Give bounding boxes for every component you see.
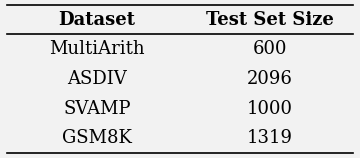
Text: MultiArith: MultiArith	[49, 40, 145, 58]
Text: 2096: 2096	[247, 70, 293, 88]
Text: SVAMP: SVAMP	[63, 100, 131, 118]
Text: Dataset: Dataset	[59, 11, 136, 29]
Text: GSM8K: GSM8K	[62, 129, 132, 147]
Text: 1319: 1319	[247, 129, 293, 147]
Text: 1000: 1000	[247, 100, 293, 118]
Text: ASDIV: ASDIV	[67, 70, 127, 88]
Text: 600: 600	[253, 40, 287, 58]
Text: Test Set Size: Test Set Size	[206, 11, 334, 29]
